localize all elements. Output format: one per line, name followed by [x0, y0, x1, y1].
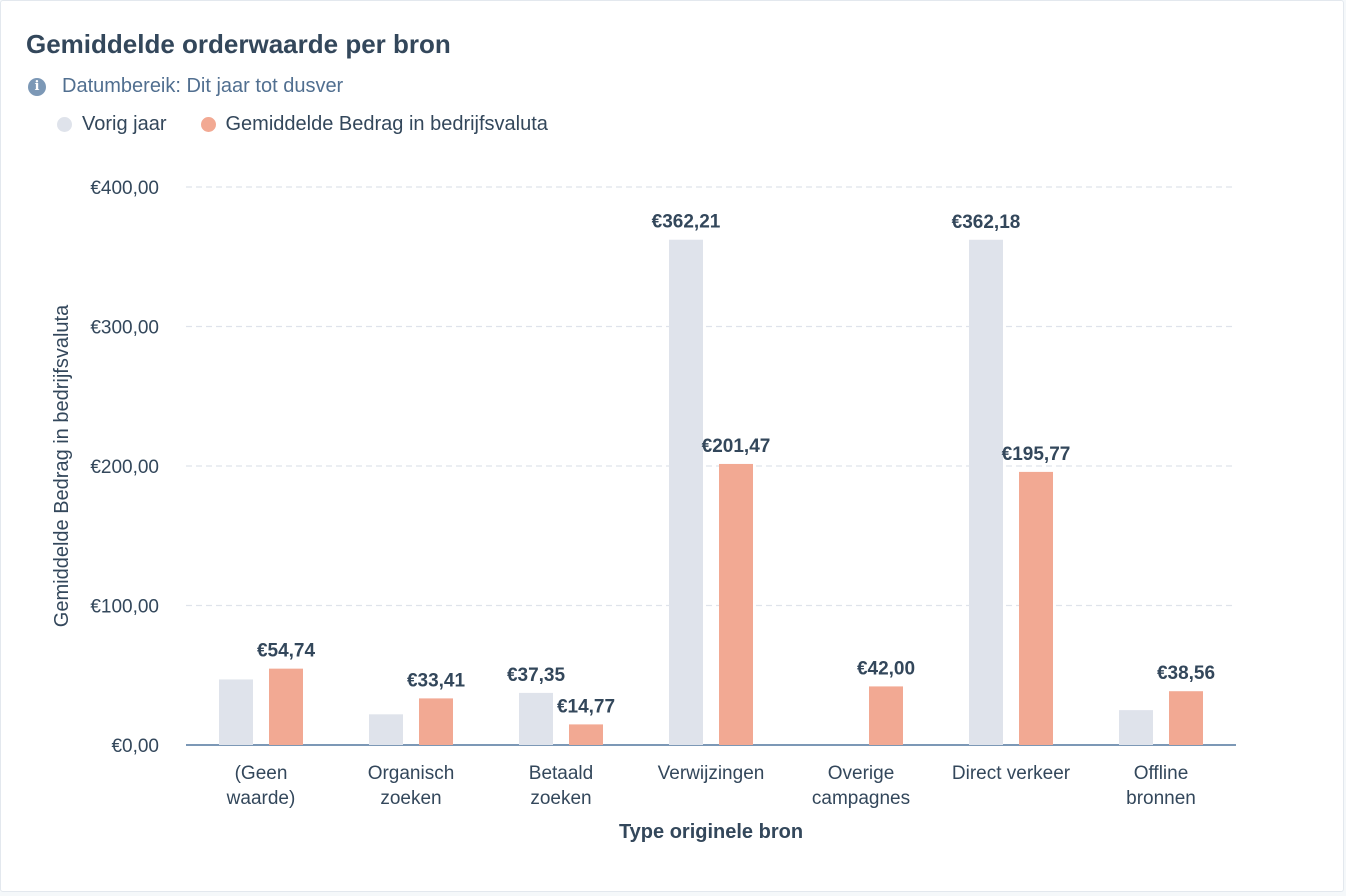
data-labels: €54,74 €33,41 €37,35 €14,77 €362,21 €201,47 €4… — [257, 212, 1215, 718]
bar-previous-year[interactable] — [1119, 710, 1153, 745]
bar-current[interactable] — [269, 668, 303, 745]
legend-item-previous-year[interactable]: Vorig jaar — [57, 113, 167, 136]
data-label: €37,35 — [507, 665, 566, 686]
data-label: €54,74 — [257, 641, 316, 662]
x-tick-label: zoeken — [380, 788, 441, 809]
date-range-label: Datumbereik: Dit jaar tot dusver — [62, 75, 344, 97]
x-tick-label: (Geen — [235, 763, 288, 784]
x-tick-label: Direct verkeer — [952, 763, 1071, 784]
bar-current[interactable] — [419, 698, 453, 745]
bar-previous-year[interactable] — [969, 239, 1003, 745]
data-label: €14,77 — [557, 696, 615, 717]
bar-previous-year[interactable] — [519, 692, 553, 745]
data-label: €201,47 — [702, 436, 771, 457]
data-label: €33,41 — [407, 670, 466, 691]
y-axis-label: Gemiddelde Bedrag in bedrijfsvaluta — [51, 304, 73, 627]
legend-item-current[interactable]: Gemiddelde Bedrag in bedrijfsvaluta — [200, 113, 548, 136]
data-label: €42,00 — [857, 658, 915, 679]
bar-current[interactable] — [869, 686, 903, 745]
data-label: €362,21 — [652, 212, 721, 233]
bar-current[interactable] — [719, 463, 753, 745]
x-tick-label: campagnes — [812, 788, 910, 809]
x-axis-ticks: (Geen waarde) Organisch zoeken Betaald zoeken… — [226, 763, 1196, 809]
legend-swatch-current — [200, 117, 216, 132]
y-tick-label: €300,00 — [90, 318, 159, 339]
y-tick-label: €200,00 — [90, 457, 159, 478]
bar-current[interactable] — [569, 724, 603, 745]
x-tick-label: zoeken — [530, 788, 591, 809]
x-axis-label: Type originele bron — [619, 821, 803, 843]
bar-current[interactable] — [1019, 471, 1053, 745]
x-tick-label: waarde) — [226, 788, 296, 809]
y-tick-label: €100,00 — [90, 597, 159, 618]
data-label: €362,18 — [952, 212, 1021, 233]
chart-title: Gemiddelde orderwaarde per bron — [26, 29, 451, 59]
legend-label-current: Gemiddelde Bedrag in bedrijfsvaluta — [225, 113, 548, 135]
data-label: €38,56 — [1157, 663, 1215, 684]
info-icon[interactable]: i — [28, 77, 46, 96]
bars — [219, 239, 1203, 746]
x-tick-label: Betaald — [529, 763, 593, 784]
y-axis-ticks: €0,00 €100,00 €200,00 €300,00 €400,00 — [90, 178, 159, 757]
date-range: i Datumbereik: Dit jaar tot dusver — [28, 75, 343, 98]
x-tick-label: Organisch — [368, 763, 455, 784]
x-tick-label: Overige — [828, 763, 895, 784]
bar-current[interactable] — [1169, 691, 1203, 745]
chart-legend: Vorig jaar Gemiddelde Bedrag in bedrijfs… — [57, 113, 582, 136]
gridlines — [186, 186, 1236, 746]
data-label: €195,77 — [1002, 444, 1071, 465]
legend-label-previous-year: Vorig jaar — [82, 113, 167, 135]
bar-previous-year[interactable] — [219, 679, 253, 745]
legend-swatch-previous-year — [57, 117, 72, 132]
x-tick-label: Verwijzingen — [658, 763, 765, 784]
x-tick-label: Offline — [1134, 763, 1189, 784]
x-tick-label: bronnen — [1126, 788, 1196, 809]
y-tick-label: €0,00 — [111, 736, 159, 757]
bar-previous-year[interactable] — [669, 239, 703, 746]
y-tick-label: €400,00 — [90, 178, 159, 199]
bar-previous-year[interactable] — [369, 714, 403, 745]
